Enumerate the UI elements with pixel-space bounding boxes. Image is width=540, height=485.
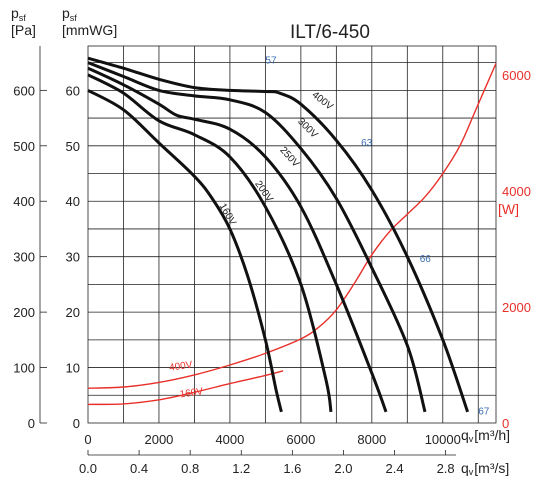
power-curve-400V <box>87 63 497 389</box>
x-m3s-tick-label: 2.8 <box>437 461 455 476</box>
mmwg-tick-label: 0 <box>73 416 80 431</box>
efficiency-label: 66 <box>420 254 432 265</box>
x-m3h-tick-label: 0 <box>84 432 91 447</box>
svg-text:[mmWG]: [mmWG] <box>62 22 117 38</box>
grid <box>39 45 497 456</box>
pressure-curves <box>87 56 470 413</box>
x-m3s-tick-label: 2.0 <box>334 461 352 476</box>
svg-text:psf: psf <box>62 5 77 23</box>
w-tick-label: 2000 <box>502 300 531 315</box>
pa-tick-label: 400 <box>13 194 35 209</box>
x-m3s-tick-label: 1.2 <box>232 461 250 476</box>
y-left-pa-label: psf [Pa] <box>11 5 36 38</box>
efficiency-label: 57 <box>265 56 277 67</box>
efficiency-label: 67 <box>478 407 490 418</box>
svg-text:psf: psf <box>11 5 26 23</box>
pa-tick-label: 0 <box>28 416 35 431</box>
pressure-curve-250V <box>87 66 388 413</box>
power-curve-label: 400V <box>168 360 193 374</box>
x-m3s-tick-label: 0.4 <box>130 461 148 476</box>
x-m3s-tick-label: 0.0 <box>79 461 97 476</box>
chart-title: ILT/6-450 <box>290 22 370 43</box>
svg-text:[Pa]: [Pa] <box>11 22 36 38</box>
pressure-curve-label: 160V <box>217 202 238 228</box>
efficiency-label: 63 <box>361 138 373 149</box>
x-m3h-tick-label: 2000 <box>144 432 173 447</box>
power-curves <box>87 63 497 406</box>
x-m3h-tick-label: 4000 <box>215 432 244 447</box>
mmwg-tick-label: 40 <box>66 194 80 209</box>
x-axis-m3h-label: qv[m³/h] <box>461 427 510 444</box>
x-m3h-tick-label: 6000 <box>286 432 315 447</box>
tick-labels: 0100200300400500600010203040506002000400… <box>13 68 531 476</box>
mmwg-tick-label: 20 <box>66 305 80 320</box>
pa-tick-label: 500 <box>13 139 35 154</box>
pa-tick-label: 200 <box>13 305 35 320</box>
x-m3s-tick-label: 1.6 <box>283 461 301 476</box>
x-m3h-tick-label: 10000 <box>425 432 461 447</box>
plot-frame <box>87 45 497 424</box>
pressure-curve-200V <box>87 73 333 413</box>
pressure-curve-160V <box>87 89 283 413</box>
pressure-curve-label: 400V <box>310 90 335 113</box>
power-curve-label: 160V <box>179 386 204 400</box>
svg-text:qv[m³/h]: qv[m³/h] <box>461 427 510 444</box>
y-right-label: [W] <box>498 201 519 217</box>
pressure-curve-400V <box>87 56 470 413</box>
w-tick-label: 0 <box>502 416 509 431</box>
mmwg-tick-label: 50 <box>66 139 80 154</box>
pressure-curve-300V <box>87 61 427 413</box>
mmwg-tick-label: 10 <box>66 361 80 376</box>
y-left-mmwg-label: psf [mmWG] <box>62 5 117 38</box>
svg-text:qv[m³/s]: qv[m³/s] <box>461 460 509 477</box>
pa-tick-label: 300 <box>13 250 35 265</box>
pa-tick-label: 100 <box>13 361 35 376</box>
pa-tick-label: 600 <box>13 83 35 98</box>
x-m3h-tick-label: 8000 <box>357 432 386 447</box>
mmwg-tick-label: 60 <box>66 83 80 98</box>
w-tick-label: 4000 <box>502 184 531 199</box>
power-curve-160V <box>87 370 284 406</box>
x-axis-m3s-label: qv[m³/s] <box>461 460 509 477</box>
w-tick-label: 6000 <box>502 68 531 83</box>
pressure-curve-label: 250V <box>277 145 301 170</box>
x-m3s-tick-label: 2.4 <box>385 461 403 476</box>
mmwg-tick-label: 30 <box>66 250 80 265</box>
x-m3s-tick-label: 0.8 <box>181 461 199 476</box>
